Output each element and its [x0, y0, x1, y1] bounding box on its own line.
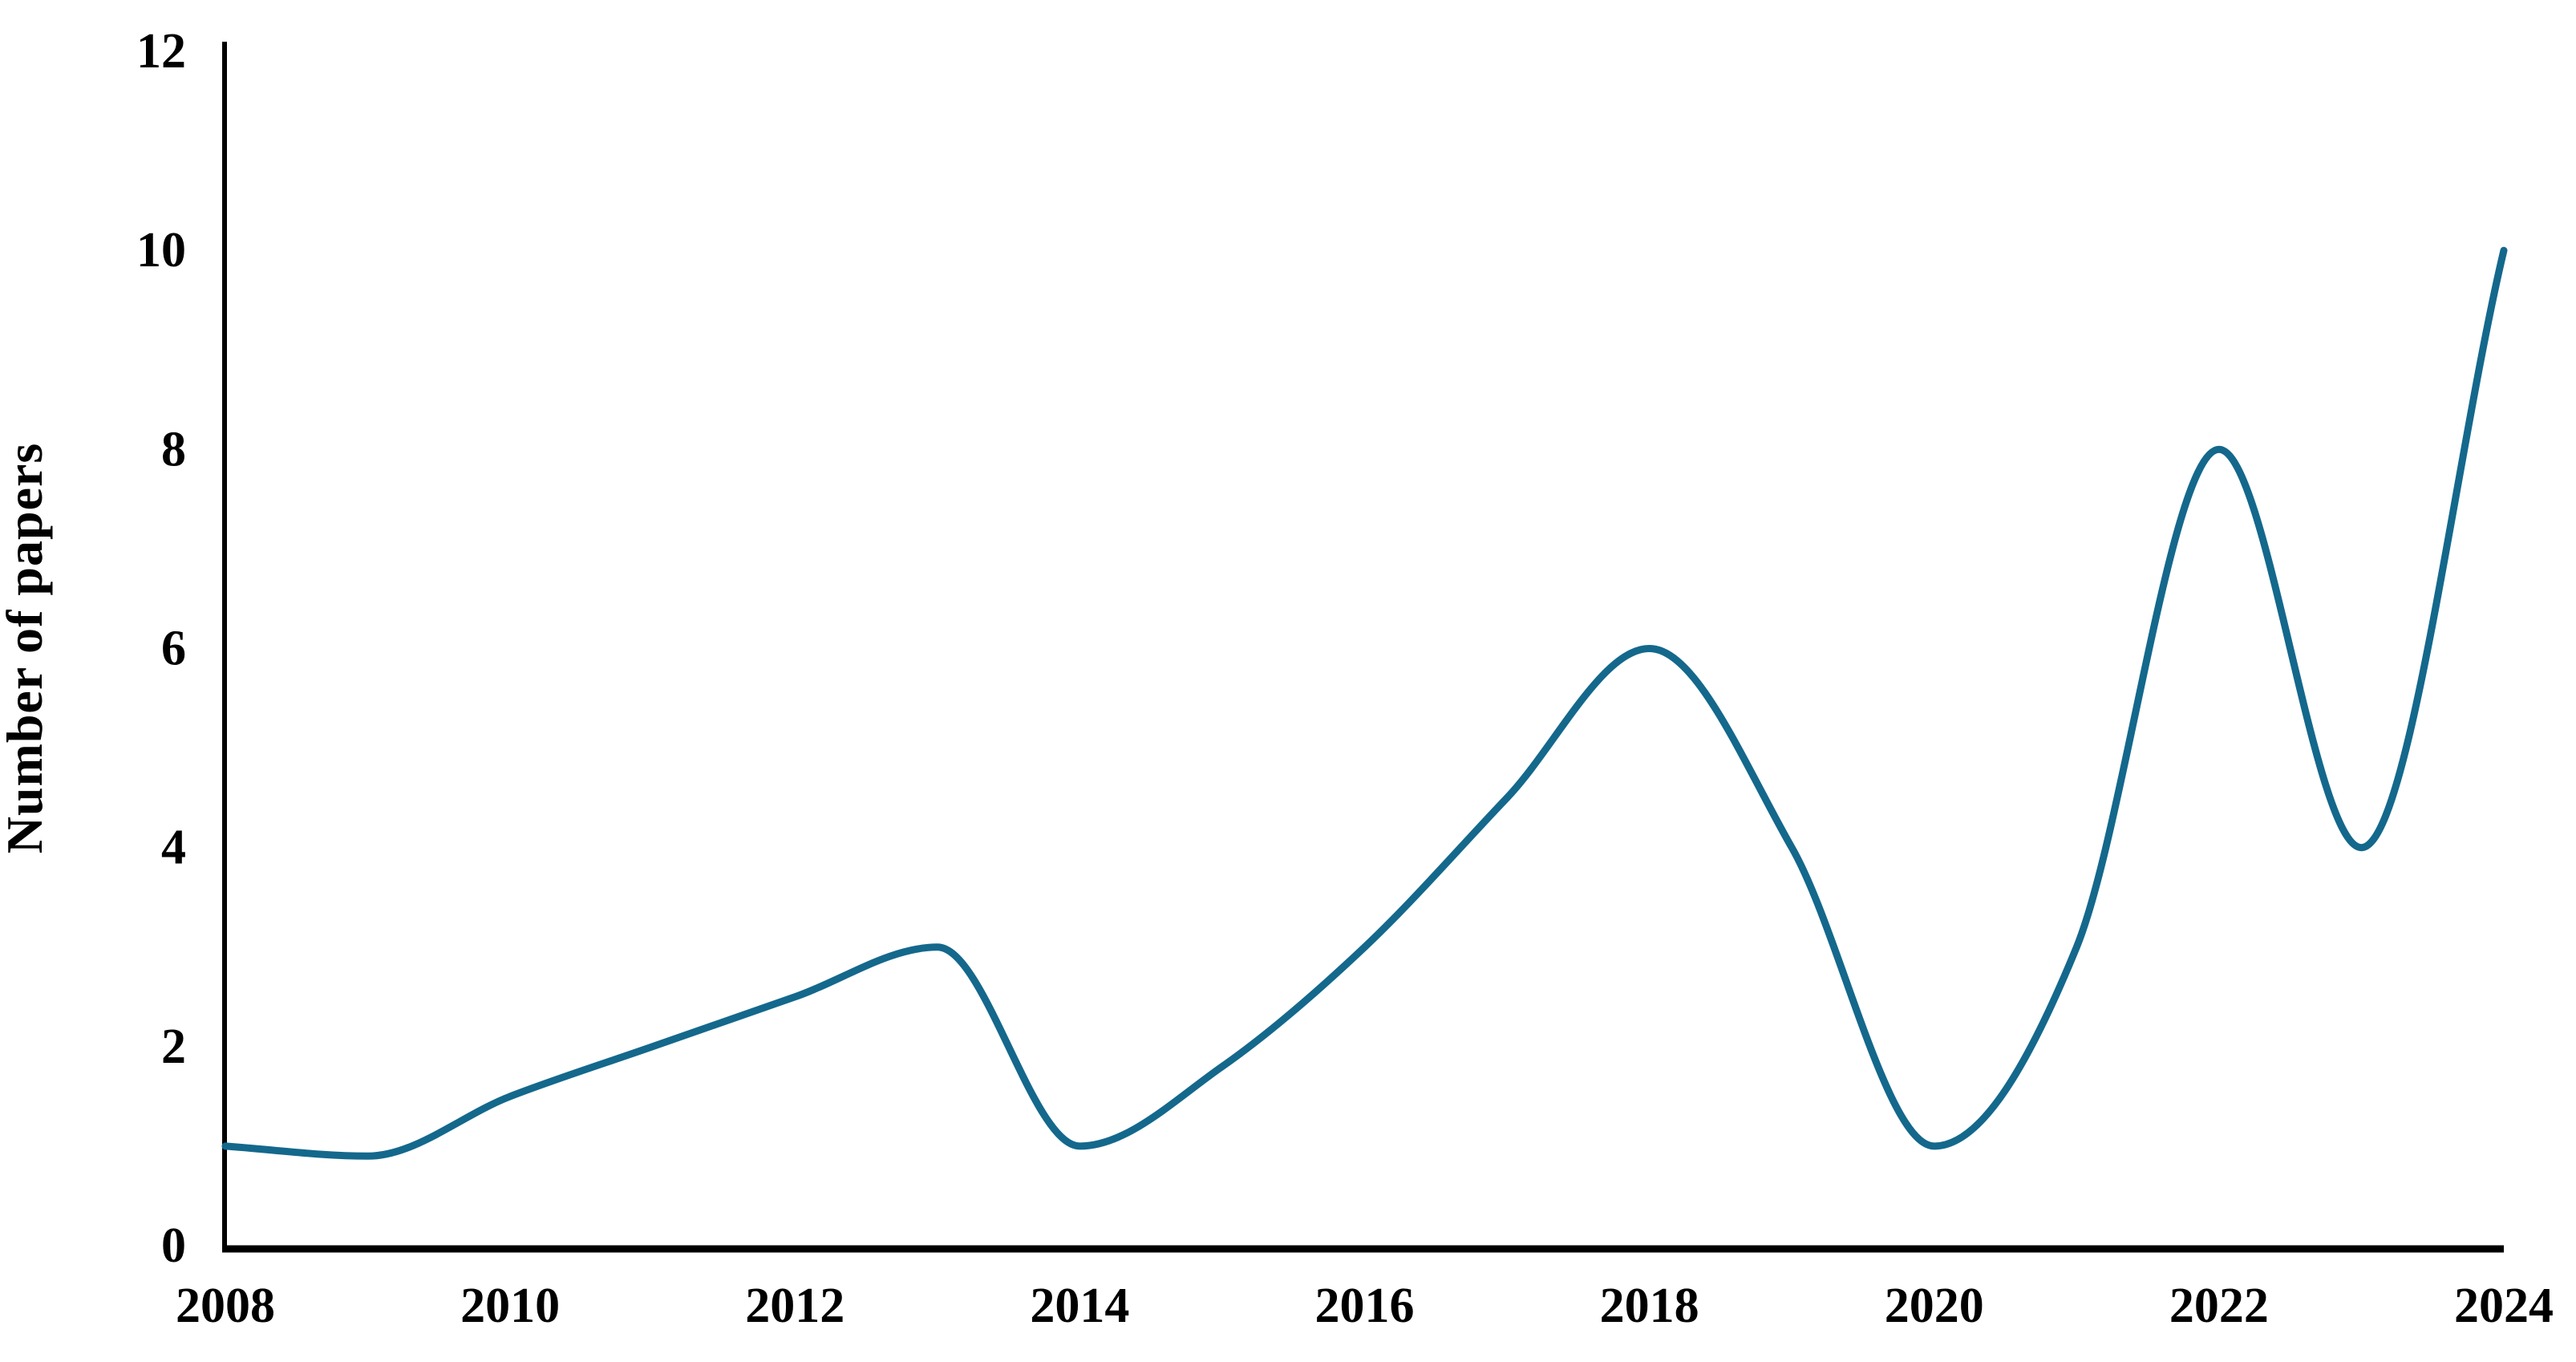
- y-tick-label: 2: [161, 1019, 186, 1074]
- y-tick-label: 0: [161, 1218, 186, 1273]
- x-tick-label: 2012: [745, 1279, 844, 1333]
- y-tick-label: 10: [136, 223, 186, 278]
- y-tick-labels: 0 2 4 6 8 10 12: [136, 24, 186, 1273]
- x-tick-label: 2008: [176, 1279, 275, 1333]
- x-tick-label: 2014: [1030, 1279, 1129, 1333]
- x-tick-label: 2016: [1315, 1279, 1415, 1333]
- x-tick-label: 2010: [460, 1279, 560, 1333]
- y-tick-label: 4: [161, 821, 186, 875]
- data-series-line: [221, 246, 2508, 1160]
- x-tick-labels: 2008 2010 2012 2014 2016 2018 2020 2022 2024: [176, 1279, 2554, 1333]
- y-axis-title: Number of papers: [0, 443, 53, 854]
- x-tick-label: 2020: [1885, 1279, 1984, 1333]
- y-tick-label: 6: [161, 622, 186, 676]
- x-tick-label: 2024: [2454, 1279, 2554, 1333]
- y-tick-label: 12: [136, 24, 186, 79]
- x-tick-label: 2022: [2169, 1279, 2269, 1333]
- y-tick-label: 8: [161, 422, 186, 476]
- x-tick-label: 2018: [1600, 1279, 1699, 1333]
